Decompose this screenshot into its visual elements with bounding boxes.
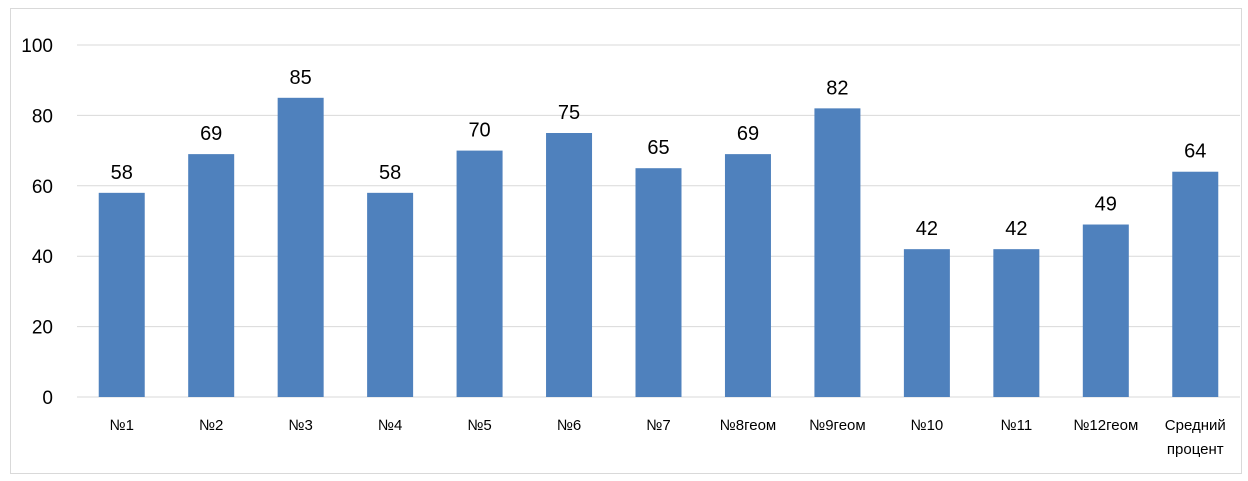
bars	[98, 97, 1219, 398]
data-label: 49	[1095, 194, 1117, 216]
x-tick-label: №3	[288, 417, 312, 434]
data-label: 69	[737, 123, 759, 145]
data-label: 85	[290, 67, 312, 89]
x-tick-label: Средний процент	[1165, 417, 1226, 458]
y-tick-label: 40	[32, 247, 53, 268]
data-label: 69	[200, 123, 222, 145]
bar	[546, 133, 593, 397]
data-label: 70	[468, 120, 490, 142]
x-axis-ticks: №1 №2 №3 №4 №5 №6 №7 №8геом №9геом №10 №11 №12геом С…	[110, 417, 1226, 458]
data-label: 82	[826, 77, 848, 99]
x-tick-label: №4	[378, 417, 402, 434]
data-label: 64	[1184, 141, 1206, 163]
bar	[277, 97, 324, 398]
x-tick-label: №2	[199, 417, 223, 434]
x-tick-label: №7	[646, 417, 670, 434]
y-tick-label: 0	[42, 388, 53, 409]
bar	[1172, 171, 1219, 397]
data-label: 58	[111, 162, 133, 184]
bar	[188, 154, 235, 397]
x-tick-label: №9геом	[809, 417, 866, 434]
x-tick-label: №8геом	[720, 417, 777, 434]
x-tick-label: №5	[467, 417, 491, 434]
data-label: 58	[379, 162, 401, 184]
data-label: 42	[916, 218, 938, 240]
gridlines	[77, 44, 1240, 398]
x-tick-label: №10	[910, 417, 943, 434]
bar	[903, 249, 950, 397]
bar	[98, 192, 145, 397]
data-labels: 58 69 85 58 70 75 65 69 82 42 42 49 64	[111, 67, 1207, 240]
bar	[367, 192, 414, 397]
bar	[1082, 224, 1129, 397]
y-tick-label: 100	[21, 36, 53, 57]
bar	[724, 154, 771, 397]
bar	[814, 108, 861, 398]
bar	[993, 249, 1040, 397]
x-tick-label: №1	[110, 417, 134, 434]
y-tick-label: 80	[32, 106, 53, 127]
x-tick-label: №12геом	[1073, 417, 1138, 434]
x-tick-label: №6	[557, 417, 581, 434]
data-label: 75	[558, 102, 580, 124]
y-tick-label: 60	[32, 177, 53, 198]
x-tick-label: №11	[1001, 417, 1033, 434]
data-label: 65	[647, 137, 669, 159]
bar	[456, 150, 503, 397]
bar	[635, 168, 682, 397]
y-axis-ticks: 0 20 40 60 80 100	[21, 36, 53, 409]
data-label: 42	[1005, 218, 1027, 240]
y-tick-label: 20	[32, 318, 53, 339]
